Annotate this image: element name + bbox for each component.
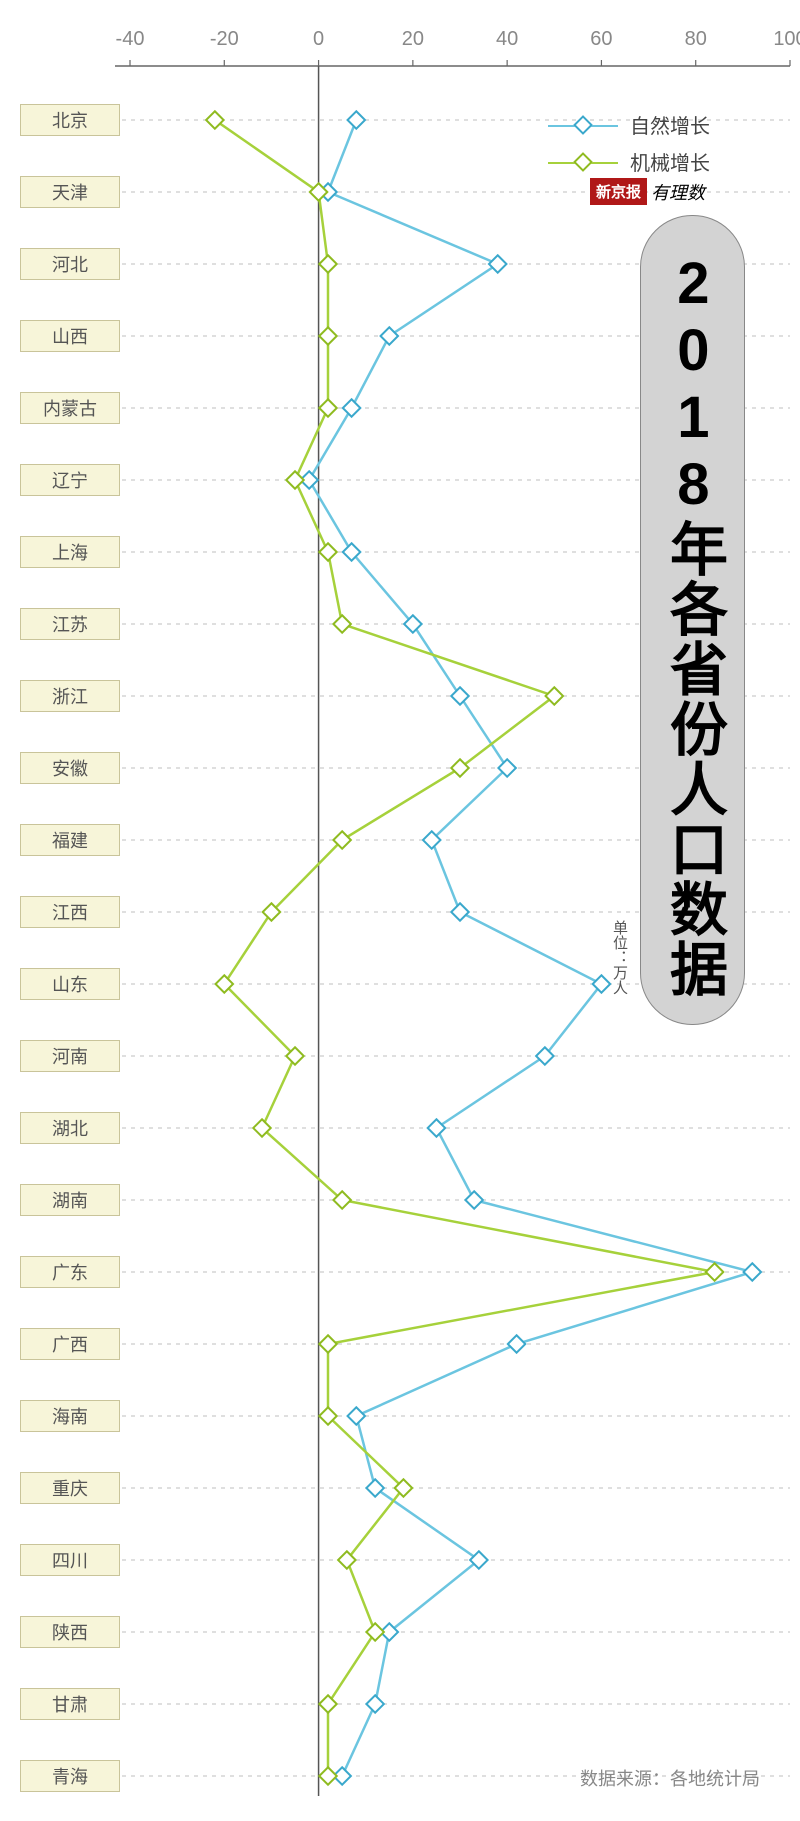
province-label: 河南	[20, 1040, 120, 1072]
x-tick-label: 80	[685, 28, 707, 51]
x-tick-label: 20	[402, 28, 424, 51]
chart-container: -40 -20 0 20 40 60 80 100 北京天津河北山西内蒙古辽宁上海江苏浙江安徽…	[0, 0, 800, 1821]
province-label: 上海	[20, 536, 120, 568]
province-label: 江苏	[20, 608, 120, 640]
publisher-logo: 新京报 有理数	[590, 178, 705, 205]
province-label: 广西	[20, 1328, 120, 1360]
legend-swatch	[548, 155, 618, 169]
province-label: 海南	[20, 1400, 120, 1432]
province-label: 辽宁	[20, 464, 120, 496]
data-source: 数据来源：各地统计局	[580, 1765, 760, 1791]
logo-box: 新京报	[590, 178, 647, 205]
legend-item-mechanical: 机械增长	[548, 147, 710, 176]
x-tick-label: 0	[313, 28, 324, 51]
province-label: 青海	[20, 1760, 120, 1792]
province-label: 江西	[20, 896, 120, 928]
title-pill: 2018年各省份人口数据	[640, 215, 745, 1025]
legend-label: 自然增长	[630, 110, 710, 139]
province-label: 陕西	[20, 1616, 120, 1648]
province-label: 甘肃	[20, 1688, 120, 1720]
x-tick-label: 40	[496, 28, 518, 51]
province-label: 广东	[20, 1256, 120, 1288]
province-label: 湖北	[20, 1112, 120, 1144]
province-label: 河北	[20, 248, 120, 280]
legend-label: 机械增长	[630, 147, 710, 176]
province-label: 天津	[20, 176, 120, 208]
x-tick-label: -40	[116, 28, 145, 51]
x-tick-label: -20	[210, 28, 239, 51]
unit-label: 单位：万人	[609, 920, 630, 995]
legend-item-natural: 自然增长	[548, 110, 710, 139]
province-label: 湖南	[20, 1184, 120, 1216]
logo-script: 有理数	[651, 179, 705, 205]
x-tick-label: 60	[590, 28, 612, 51]
legend-swatch	[548, 118, 618, 132]
province-label: 重庆	[20, 1472, 120, 1504]
province-label: 内蒙古	[20, 392, 120, 424]
province-label: 安徽	[20, 752, 120, 784]
province-label: 北京	[20, 104, 120, 136]
province-label: 福建	[20, 824, 120, 856]
legend: 自然增长 机械增长	[548, 110, 710, 184]
province-label: 四川	[20, 1544, 120, 1576]
province-label: 山东	[20, 968, 120, 1000]
province-label: 山西	[20, 320, 120, 352]
chart-title: 2018年各省份人口数据	[662, 251, 723, 999]
province-label: 浙江	[20, 680, 120, 712]
x-tick-label: 100	[773, 28, 800, 51]
